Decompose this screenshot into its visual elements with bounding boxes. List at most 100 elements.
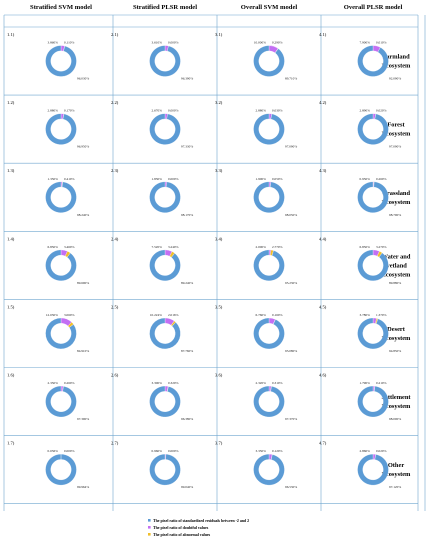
- donut-panel-3-2: 3.2) 97.090% 2.880% 0.030%: [215, 100, 297, 149]
- abnormal-value-label: 2.016%: [168, 313, 179, 317]
- abnormal-value-label: 3.060%: [64, 313, 75, 317]
- donut-panel-4-4: 4.4) 89.880% 6.850% 3.270%: [319, 236, 401, 285]
- donut-panel-4-2: 4.2) 97.090% 2.890% 0.020%: [319, 100, 401, 149]
- normal-slice: [149, 385, 181, 418]
- normal-value-label: 92.090%: [389, 77, 401, 81]
- doubtful-value-label: 2.000%: [256, 245, 267, 249]
- normal-value-label: 89.240%: [181, 281, 193, 285]
- doubtful-value-label: 0.950%: [360, 177, 371, 181]
- panel-label: 1.5): [7, 304, 15, 309]
- legend-entry: The pixel ratio of doubtful values: [153, 526, 209, 530]
- donut-panel-1-6: 1.6) 97.390% 2.350% 0.260%: [7, 373, 89, 422]
- abnormal-value-label: 0.210%: [376, 381, 387, 385]
- doubtful-legend-swatch: [148, 526, 151, 529]
- doubtful-value-label: 3.610%: [152, 41, 163, 45]
- donut-panel-2-3: 2.3) 98.170% 1.830% 0.000%: [111, 168, 193, 217]
- normal-value-label: 96.030%: [77, 77, 89, 81]
- panel-label: 1.2): [7, 100, 15, 105]
- abnormal-value-label: 0.170%: [64, 109, 75, 113]
- normal-slice: [45, 453, 77, 486]
- panel-label: 1.1): [7, 32, 15, 37]
- row-label: Ecosystem: [382, 63, 411, 70]
- row-label: Forest: [387, 122, 405, 129]
- panel-label: 2.2): [111, 100, 119, 105]
- donut-panel-2-4: 2.4) 89.240% 7.520% 3.240%: [111, 236, 193, 285]
- normal-value-label: 99.964%: [77, 485, 89, 489]
- donut-panel-3-5: 3.5) 93.080% 6.760% 0.160%: [215, 304, 297, 353]
- normal-value-label: 97.090%: [285, 145, 297, 149]
- panel-label: 4.2): [319, 100, 327, 105]
- normal-slice: [149, 113, 181, 145]
- donut-panel-1-5: 1.5) 84.910% 12.030% 3.060%: [7, 304, 89, 353]
- panel-label: 3.7): [215, 441, 223, 446]
- donut-panel-4-6: 4.6) 98.000% 1.790% 0.210%: [319, 373, 401, 422]
- abnormal-value-label: 0.260%: [376, 177, 387, 181]
- normal-slice: [149, 453, 181, 486]
- abnormal-value-label: 0.320%: [168, 381, 179, 385]
- abnormal-value-label: 0.000%: [168, 109, 179, 113]
- panel-label: 4.1): [319, 32, 327, 37]
- panel-label: 2.5): [111, 304, 119, 309]
- abnormal-value-label: 0.310%: [272, 381, 283, 385]
- normal-slice: [45, 249, 77, 281]
- normal-value-label: 96.530%: [285, 485, 297, 489]
- abnormal-value-label: 0.120%: [272, 449, 283, 453]
- panel-label: 2.7): [111, 441, 119, 446]
- abnormal-value-label: 0.160%: [272, 313, 283, 317]
- doubtful-value-label: 1.350%: [48, 177, 59, 181]
- donut-panel-1-2: 1.2) 96.950% 2.880% 0.170%: [7, 100, 89, 149]
- column-header: Stratified SVM model: [30, 4, 92, 11]
- doubtful-value-label: 1.900%: [256, 177, 267, 181]
- normal-slice: [253, 453, 285, 486]
- normal-value-label: 95.230%: [285, 281, 297, 285]
- row-label: Ecosystem: [382, 403, 411, 410]
- row-label: Settlement: [381, 394, 411, 401]
- normal-slice: [149, 317, 181, 350]
- doubtful-value-label: 3.350%: [256, 449, 267, 453]
- panel-label: 4.3): [319, 168, 327, 173]
- donut-panel-3-6: 3.6) 97.370% 2.320% 0.310%: [215, 373, 297, 422]
- normal-value-label: 97.330%: [181, 145, 193, 149]
- abnormal-value-label: 0.050%: [272, 177, 283, 181]
- normal-value-label: 98.050%: [285, 213, 297, 217]
- normal-slice: [253, 249, 285, 281]
- doubtful-value-label: 12.030%: [46, 313, 58, 317]
- panel-label: 4.6): [319, 373, 327, 378]
- panel-label: 3.5): [215, 304, 223, 309]
- row-label: Ecosystem: [382, 131, 411, 138]
- doubtful-value-label: 6.850%: [360, 245, 371, 249]
- doubtful-value-label: 7.520%: [152, 245, 163, 249]
- column-header: Overall PLSR model: [344, 4, 403, 11]
- doubtful-value-label: 3.860%: [48, 41, 59, 45]
- donut-panel-2-7: 2.7) 99.040% 0.960% 0.000%: [111, 441, 193, 490]
- donut-panel-3-4: 3.4) 95.230% 2.000% 2.770%: [215, 236, 297, 285]
- doubtful-value-label: 6.850%: [48, 245, 59, 249]
- normal-slice: [45, 317, 77, 350]
- abnormal-value-label: 3.240%: [168, 245, 179, 249]
- doubtful-value-label: 2.860%: [360, 449, 371, 453]
- panel-label: 1.7): [7, 441, 15, 446]
- panel-label: 3.1): [215, 32, 223, 37]
- column-header: Overall SVM model: [241, 4, 298, 11]
- normal-slice: [149, 181, 181, 213]
- abnormal-value-label: 2.770%: [272, 245, 283, 249]
- doubtful-value-label: 2.880%: [48, 109, 59, 113]
- normal-slice: [45, 113, 77, 145]
- normal-value-label: 96.390%: [181, 77, 193, 81]
- normal-value-label: 89.880%: [389, 281, 401, 285]
- row-label: Farmland: [382, 54, 410, 61]
- normal-slice: [149, 45, 181, 77]
- normal-slice: [45, 45, 77, 77]
- normal-value-label: 98.000%: [389, 417, 401, 421]
- row-label: Water and: [382, 253, 411, 260]
- abnormal-value-label: 0.030%: [272, 109, 283, 113]
- normal-value-label: 96.950%: [77, 145, 89, 149]
- normal-value-label: 93.080%: [285, 349, 297, 353]
- normal-slice: [45, 181, 77, 213]
- donut-panel-3-7: 3.7) 96.530% 3.350% 0.120%: [215, 441, 297, 490]
- normal-slice: [149, 249, 181, 281]
- normal-legend-swatch: [148, 519, 151, 522]
- panel-label: 4.5): [319, 304, 327, 309]
- normal-slice: [357, 317, 389, 350]
